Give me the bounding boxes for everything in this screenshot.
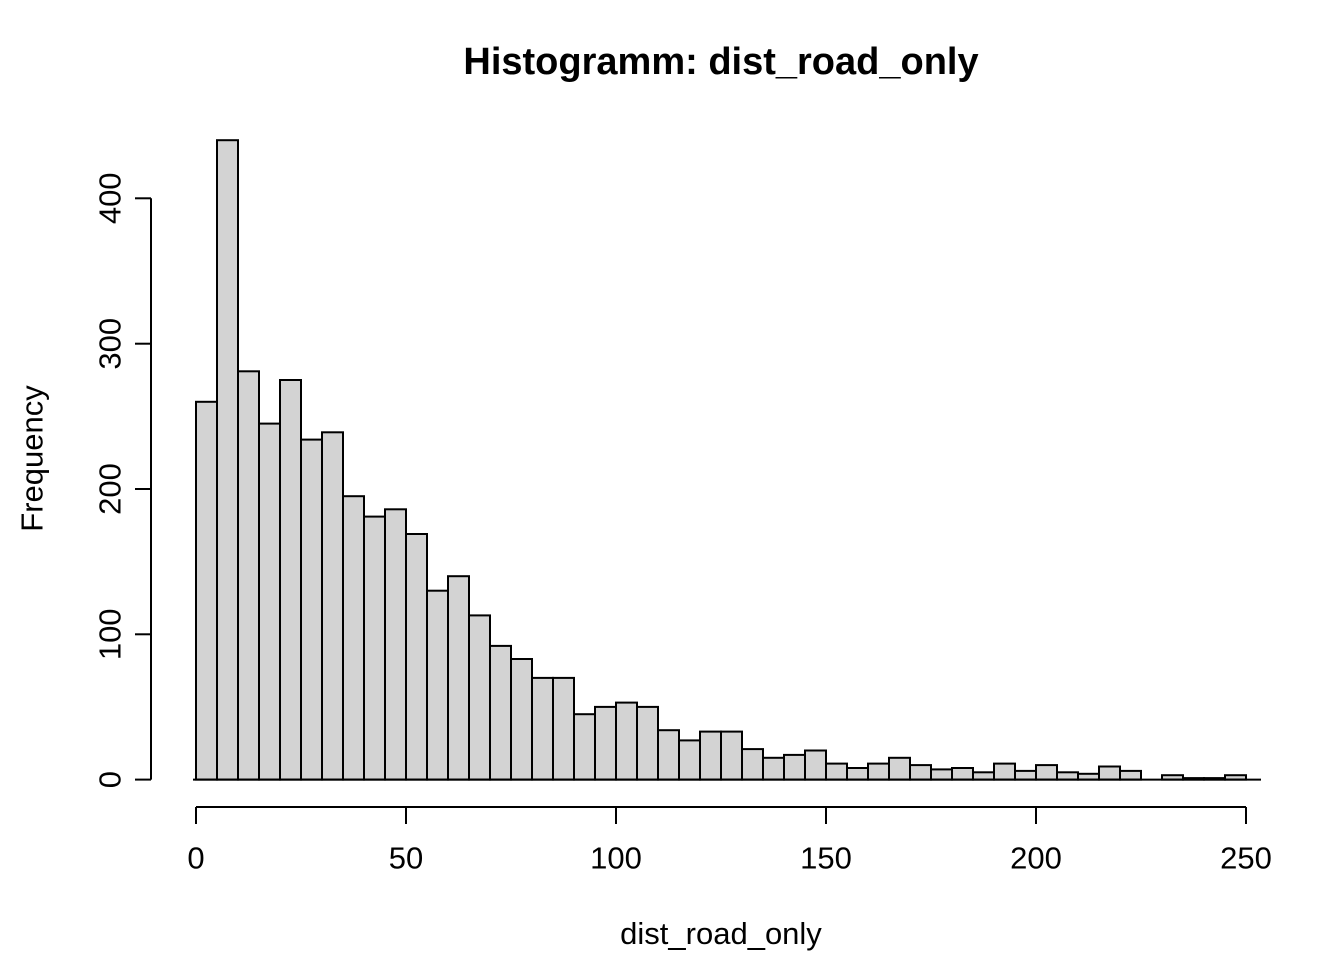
histogram-bar — [783, 753, 806, 781]
histogram-bar — [636, 705, 659, 781]
histogram-bar — [951, 767, 974, 781]
histogram-bar — [426, 589, 449, 781]
histogram-bar — [510, 658, 533, 781]
histogram-bar — [825, 762, 848, 781]
histogram-bar — [720, 730, 743, 781]
histogram-bar — [342, 495, 365, 781]
histogram-bar — [1035, 764, 1058, 781]
histogram-bar — [237, 370, 260, 781]
histogram-bar — [531, 676, 554, 781]
histogram-bar — [741, 748, 764, 781]
histogram-bar — [888, 756, 911, 781]
histogram-bar — [195, 400, 218, 781]
histogram-bar — [867, 762, 890, 781]
histogram-bar — [489, 644, 512, 781]
histogram-bar — [804, 749, 827, 781]
histogram-bar — [1056, 771, 1079, 781]
histogram-bar — [300, 438, 323, 781]
histogram-bar — [363, 515, 386, 781]
histogram-bar — [1119, 769, 1142, 781]
histogram-bar — [1098, 765, 1121, 781]
chart-title: Histogramm: dist_road_only — [463, 41, 979, 83]
x-axis-tick-label: 0 — [187, 841, 204, 876]
histogram-bar — [258, 422, 281, 781]
histogram-bar — [447, 575, 470, 781]
histogram-bar — [993, 762, 1016, 781]
histogram-bar — [405, 533, 428, 781]
histogram-bar — [930, 768, 953, 781]
histogram-bar — [552, 676, 575, 781]
y-axis-tick-label: 0 — [93, 771, 128, 788]
histogram-bar — [321, 431, 344, 781]
y-axis-tick-label: 400 — [93, 172, 128, 224]
x-axis-title: dist_road_only — [620, 916, 822, 951]
x-axis-tick-label: 250 — [1220, 841, 1272, 876]
histogram-bar — [657, 729, 680, 781]
y-axis-tick-label: 300 — [93, 318, 128, 370]
histogram-bar — [678, 739, 701, 781]
y-axis-tick-label: 200 — [93, 463, 128, 515]
x-axis-tick-label: 200 — [1010, 841, 1062, 876]
y-axis-tick-label: 100 — [93, 608, 128, 660]
histogram-bar — [699, 730, 722, 781]
histogram-bar — [762, 756, 785, 781]
histogram-bar — [573, 713, 596, 781]
x-axis-tick-label: 150 — [800, 841, 852, 876]
histogram-bar — [216, 139, 239, 781]
histogram-bar — [594, 705, 617, 781]
histogram-bar — [972, 771, 995, 781]
histogram-bar — [1014, 769, 1037, 781]
histogram-bar — [468, 614, 491, 781]
histogram-bar — [279, 379, 302, 781]
histogram-bar — [909, 764, 932, 781]
histogram-bar — [384, 508, 407, 781]
histogram-bar — [615, 701, 638, 781]
histogram-bar — [846, 767, 869, 781]
x-axis-tick-label: 100 — [590, 841, 642, 876]
x-axis-tick-label: 50 — [389, 841, 423, 876]
